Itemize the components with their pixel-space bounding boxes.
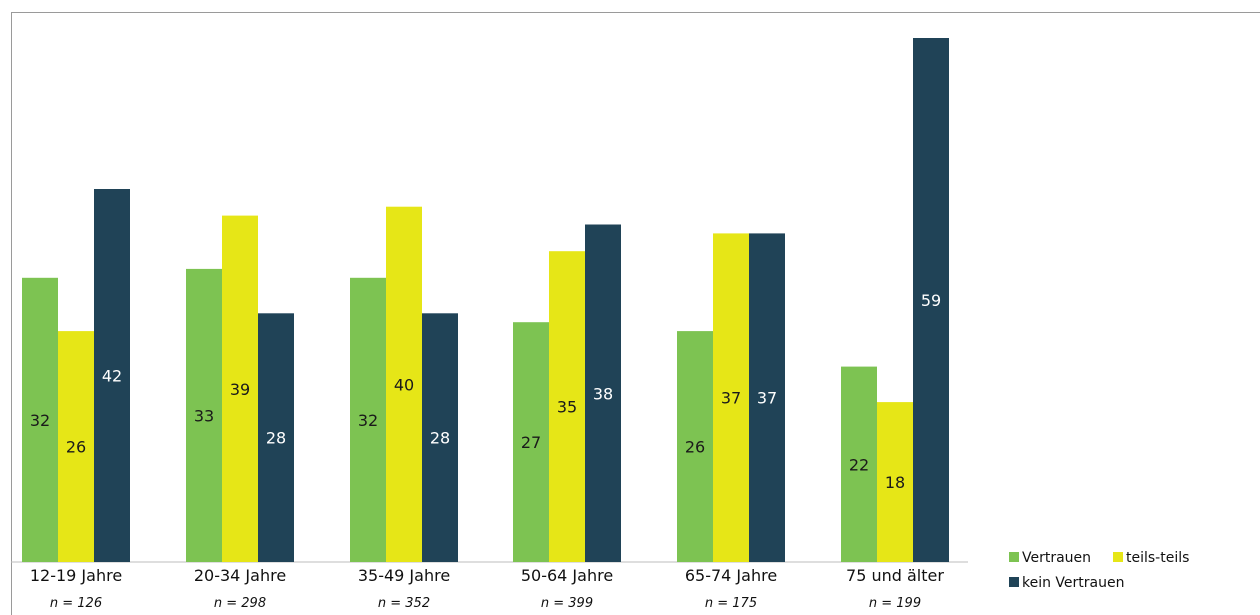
bar-label-kein-vertrauen-0: 42	[102, 367, 122, 386]
bar-vertrauen-4	[677, 331, 713, 562]
legend-label-teils-teils: teils-teils	[1126, 550, 1189, 566]
legend-swatch-teils-teils	[1113, 552, 1123, 562]
legend: Vertrauen teils-teils kein Vertrauen	[1009, 550, 1189, 591]
bar-kein-vertrauen-1	[258, 313, 294, 562]
category-label-4: 65-74 Jahre	[685, 566, 777, 585]
category-label-3: 50-64 Jahre	[521, 566, 613, 585]
bar-kein-vertrauen-4	[749, 233, 785, 562]
sample-size-label-4: n = 175	[705, 596, 757, 611]
sample-size-label-3: n = 399	[541, 596, 593, 611]
legend-swatch-vertrauen	[1009, 552, 1019, 562]
bar-teils-teils-4	[713, 233, 749, 562]
bar-label-kein-vertrauen-2: 28	[430, 429, 450, 448]
bar-label-kein-vertrauen-3: 38	[593, 384, 613, 403]
legend-label-vertrauen: Vertrauen	[1022, 550, 1091, 566]
bar-teils-teils-2	[386, 206, 422, 562]
bar-teils-teils-0	[58, 331, 94, 562]
category-labels-group: 12-19 Jahre n = 126 20-34 Jahre n = 298 35-4…	[30, 566, 945, 611]
sample-size-label-0: n = 126	[50, 596, 102, 611]
category-label-2: 35-49 Jahre	[358, 566, 450, 585]
bar-label-teils-teils-2: 40	[394, 375, 414, 394]
bar-vertrauen-1	[186, 268, 222, 562]
bar-label-vertrauen-5: 22	[849, 455, 869, 474]
bar-teils-teils-3	[549, 251, 585, 562]
bars-group	[22, 38, 949, 562]
bar-teils-teils-5	[877, 402, 913, 562]
bar-kein-vertrauen-5	[913, 38, 949, 562]
bar-label-vertrauen-2: 32	[358, 411, 378, 430]
bar-kein-vertrauen-3	[585, 224, 621, 562]
bar-label-vertrauen-1: 33	[194, 407, 214, 426]
bar-label-vertrauen-0: 32	[30, 411, 50, 430]
legend-swatch-kein-vertrauen	[1009, 577, 1019, 587]
category-label-5: 75 und älter	[846, 566, 944, 585]
bar-label-kein-vertrauen-4: 37	[757, 389, 777, 408]
sample-size-label-1: n = 298	[214, 596, 266, 611]
bar-label-kein-vertrauen-5: 59	[921, 291, 941, 310]
bar-vertrauen-3	[513, 322, 549, 562]
category-label-1: 20-34 Jahre	[194, 566, 286, 585]
bar-label-teils-teils-0: 26	[66, 438, 86, 457]
bar-vertrauen-2	[350, 277, 386, 562]
bar-kein-vertrauen-2	[422, 313, 458, 562]
bar-label-vertrauen-4: 26	[685, 438, 705, 457]
bar-label-teils-teils-1: 39	[230, 380, 250, 399]
chart-frame	[11, 12, 1260, 615]
bar-label-teils-teils-3: 35	[557, 398, 577, 417]
bar-label-kein-vertrauen-1: 28	[266, 429, 286, 448]
bar-vertrauen-5	[841, 366, 877, 562]
bar-label-teils-teils-4: 37	[721, 389, 741, 408]
sample-size-label-5: n = 199	[869, 596, 921, 611]
bar-vertrauen-0	[22, 277, 58, 562]
bar-labels-group: 32 26 42 33 39 28 32 40 28 27 35 38 26 37 37 22 18 59	[30, 291, 941, 492]
bar-label-teils-teils-5: 18	[885, 473, 905, 492]
legend-label-kein-vertrauen: kein Vertrauen	[1022, 575, 1124, 591]
category-label-0: 12-19 Jahre	[30, 566, 122, 585]
bar-teils-teils-1	[222, 215, 258, 562]
bar-label-vertrauen-3: 27	[521, 433, 541, 452]
bar-kein-vertrauen-0	[94, 189, 130, 562]
sample-size-label-2: n = 352	[378, 596, 430, 611]
